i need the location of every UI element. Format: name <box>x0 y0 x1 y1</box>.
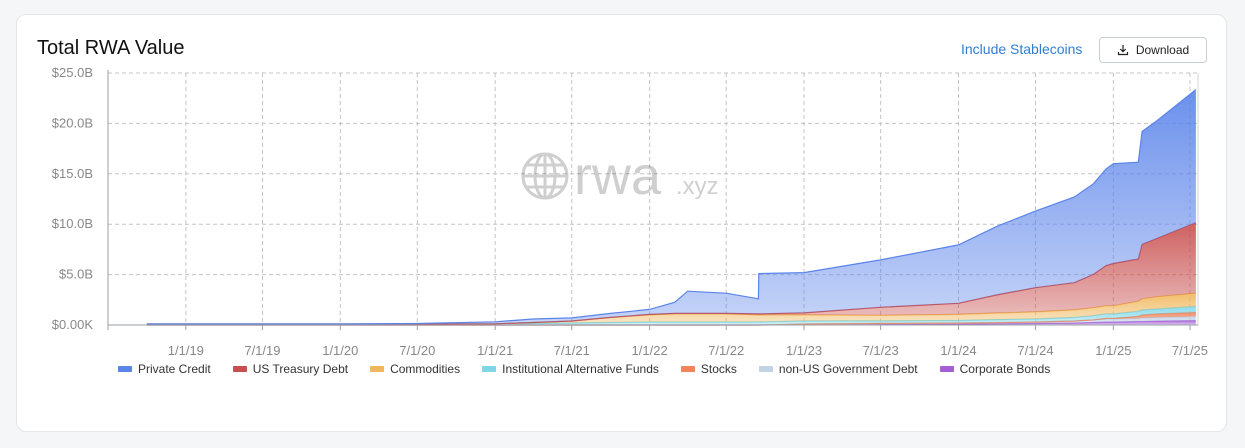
legend-label: non-US Government Debt <box>778 362 918 376</box>
legend-item[interactable]: Corporate Bonds <box>939 362 1051 376</box>
area-private-credit <box>146 89 1196 324</box>
legend-label: Private Credit <box>138 362 211 376</box>
x-tick-label: 7/1/22 <box>708 343 744 358</box>
x-tick-label: 1/1/19 <box>168 343 204 358</box>
legend-label: US Treasury Debt <box>252 362 349 376</box>
x-tick-label: 1/1/25 <box>1095 343 1131 358</box>
watermark-text: rwa <box>574 146 662 206</box>
y-tick-label: $15.0B <box>52 166 93 181</box>
include-stablecoins-toggle[interactable]: Include Stablecoins <box>961 41 1083 57</box>
x-tick-label: 1/1/22 <box>632 343 668 358</box>
x-tick-label: 7/1/19 <box>244 343 280 358</box>
legend-swatch <box>482 366 497 372</box>
x-tick-label: 1/1/23 <box>786 343 822 358</box>
legend-item[interactable]: non-US Government Debt <box>758 362 918 376</box>
area-commodities <box>146 293 1196 324</box>
y-tick-label: $25.0B <box>52 65 93 80</box>
legend-item[interactable]: Commodities <box>370 362 460 376</box>
x-tick-label: 7/1/24 <box>1017 343 1053 358</box>
legend-swatch <box>370 366 385 372</box>
legend-item[interactable]: Private Credit <box>118 362 211 376</box>
x-tick-label: 1/1/21 <box>477 343 513 358</box>
x-tick-label: 1/1/24 <box>940 343 976 358</box>
y-tick-label: $20.0B <box>52 115 93 130</box>
legend-swatch <box>758 366 773 372</box>
legend-label: Corporate Bonds <box>959 362 1051 376</box>
x-tick-label: 7/1/21 <box>554 343 590 358</box>
x-tick-label: 7/1/23 <box>863 343 899 358</box>
x-tick-label: 7/1/25 <box>1172 343 1208 358</box>
legend-swatch <box>939 366 954 372</box>
y-tick-label: $0.00K <box>52 317 94 332</box>
download-icon <box>1117 44 1129 56</box>
x-tick-label: 1/1/20 <box>322 343 358 358</box>
legend-item[interactable]: Institutional Alternative Funds <box>482 362 659 376</box>
y-tick-label: $10.0B <box>52 216 93 231</box>
y-tick-label: $5.0B <box>59 267 93 282</box>
watermark-suffix: .xyz <box>676 173 719 200</box>
legend-label: Institutional Alternative Funds <box>502 362 659 376</box>
legend-item[interactable]: US Treasury Debt <box>232 362 349 376</box>
download-label: Download <box>1135 43 1190 57</box>
legend-swatch <box>232 366 247 372</box>
legend-item[interactable]: Stocks <box>680 362 737 376</box>
legend-label: Commodities <box>390 362 461 376</box>
line-private-credit <box>146 89 1197 325</box>
legend-swatch <box>680 366 695 372</box>
chart-legend: Private Credit US Treasury Debt Commoditie… <box>118 362 1050 376</box>
download-button[interactable]: Download <box>1099 37 1207 63</box>
legend-swatch <box>118 366 132 372</box>
x-tick-label: 7/1/20 <box>399 343 435 358</box>
globe-icon <box>521 152 569 200</box>
rwa-watermark: rwa .xyz <box>521 146 719 206</box>
legend-label: Stocks <box>700 362 737 376</box>
chart-title: Total RWA Value <box>37 37 185 59</box>
